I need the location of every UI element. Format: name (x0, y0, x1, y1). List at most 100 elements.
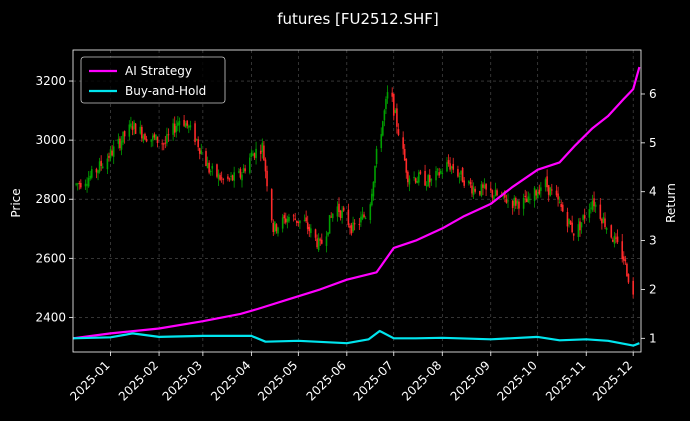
candle-body (316, 238, 318, 248)
candle-body (493, 196, 495, 200)
candle-body (557, 193, 559, 200)
candle-body (403, 149, 406, 161)
candle-body (524, 195, 527, 198)
candle-body (461, 167, 464, 183)
candle-body (353, 223, 356, 225)
candle-body (119, 138, 121, 149)
candle-body (155, 134, 157, 140)
candle-body (295, 220, 298, 223)
candle-body (150, 139, 153, 142)
candle-body (183, 119, 185, 126)
candle-body (496, 190, 498, 196)
y-right-tick-label: 4 (649, 185, 657, 199)
candle-body (436, 169, 439, 171)
candle-body (205, 151, 207, 166)
candle-body (175, 125, 178, 132)
candle-body (128, 124, 131, 137)
candle-body (601, 218, 603, 224)
candle-body (469, 182, 472, 185)
candle-body (111, 150, 113, 156)
candle-body (281, 217, 284, 229)
candle-body (167, 134, 170, 136)
y-right-tick-label: 2 (649, 282, 657, 296)
candle-body (371, 193, 373, 206)
candle-body (471, 185, 473, 194)
candle-body (173, 123, 176, 133)
candle-body (605, 227, 608, 230)
candle-body (78, 182, 81, 184)
legend-label: Buy-and-Hold (125, 84, 206, 98)
candle-body (441, 172, 444, 174)
series-line-ai-strategy (72, 66, 641, 340)
candle-body (593, 198, 595, 207)
candle-body (380, 134, 383, 149)
candle-body (551, 189, 553, 191)
candle-body (244, 168, 246, 172)
candle-body (394, 110, 397, 113)
candle-body (97, 170, 99, 174)
candle-body (308, 226, 311, 232)
candle-body (338, 203, 340, 213)
candle-body (198, 148, 201, 154)
candle-body (285, 218, 287, 223)
candle-body (141, 126, 143, 139)
candle-body (491, 190, 494, 198)
candle-body (86, 184, 88, 186)
candle-body (336, 206, 339, 217)
candle-body (446, 162, 448, 172)
y-right-tick-label: 6 (649, 87, 657, 101)
candle-body (527, 196, 530, 203)
candle-body (529, 199, 531, 201)
candle-body (106, 158, 109, 170)
candle-body (560, 203, 562, 208)
candle-body (507, 200, 509, 202)
y-axis-left-label: Price (9, 188, 23, 217)
candle-body (405, 158, 408, 173)
candle-body (227, 176, 229, 179)
series-line-buy-and-hold (72, 329, 640, 347)
candle-body (615, 237, 617, 239)
candle-body (450, 166, 453, 169)
candle-body (250, 152, 253, 158)
candle-body (325, 236, 328, 246)
candle-body (588, 209, 591, 218)
candle-body (122, 131, 124, 143)
candle-body (90, 169, 93, 178)
candle-body (347, 209, 350, 226)
candle-body (189, 125, 192, 128)
candle-body (319, 239, 322, 241)
candle-body (386, 92, 389, 99)
candle-body (156, 136, 159, 144)
candle-body (361, 214, 364, 220)
y-left-tick-label: 3200 (35, 74, 66, 88)
candle-body (604, 218, 606, 228)
candle-body (621, 241, 624, 260)
candle-body (305, 217, 307, 222)
candle-body (407, 171, 409, 183)
candle-body (177, 122, 179, 126)
candle-body (468, 180, 470, 184)
candle-body (320, 239, 323, 244)
candle-body (341, 210, 343, 219)
candle-body (123, 131, 126, 137)
candle-body (209, 170, 212, 172)
candle-body (452, 163, 455, 170)
candle-body (391, 92, 394, 97)
candle-body (369, 204, 372, 220)
candle-body (392, 93, 395, 116)
candle-body (134, 123, 137, 134)
candle-body (438, 172, 440, 176)
candle-body (413, 176, 415, 179)
candle-body (457, 169, 459, 177)
candle-body (144, 133, 146, 140)
candle-body (263, 145, 265, 161)
candle-body (483, 184, 486, 188)
candle-body (109, 149, 112, 159)
candle-body (76, 183, 79, 185)
candle-body (599, 204, 602, 219)
candle-body (331, 213, 334, 219)
candle-body (612, 239, 614, 242)
y-axis-right-label: Return (664, 183, 678, 223)
candle-body (418, 172, 420, 183)
